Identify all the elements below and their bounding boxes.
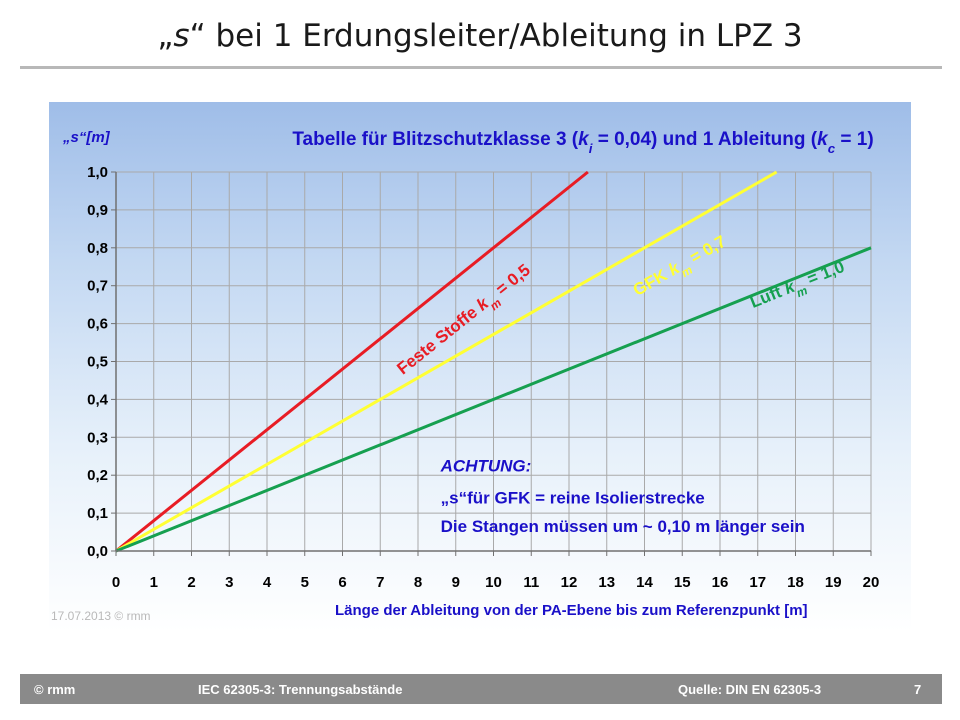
chart-panel: 0,0 0,1 0,2 0,3 0,4 0,5 0,6 0,7 0,8 0,9 1,0 0 1 2 3 4 5 6… xyxy=(49,102,911,632)
x-tick-label: 6 xyxy=(338,574,346,591)
labels: Tabelle für Blitzschutzklasse 3 (ki = 0,… xyxy=(51,129,874,623)
series-line xyxy=(115,170,589,553)
y-tick-label: 0,5 xyxy=(87,354,108,371)
series-label: GFK km = 0,7 xyxy=(630,232,732,305)
y-tick-label: 0,2 xyxy=(87,467,108,484)
y-tick-label: 0,3 xyxy=(87,429,108,446)
x-tick-label: 20 xyxy=(863,574,880,591)
footer-page-number: 7 xyxy=(914,682,922,697)
x-tick-label: 9 xyxy=(452,574,460,591)
chart-title: Tabelle für Blitzschutzklasse 3 (ki = 0,… xyxy=(292,129,873,156)
axes: 0,00,10,20,30,40,50,60,70,80,91,00 1 2 3 4 5 6… xyxy=(87,164,879,591)
slide-title: „s“ bei 1 Erdungsleiter/Ableitung in LPZ… xyxy=(157,18,803,54)
x-tick-label: 14 xyxy=(636,574,653,591)
x-tick-label: 11 xyxy=(523,574,539,591)
x-tick-label: 15 xyxy=(674,574,691,591)
x-tick-label: 13 xyxy=(598,574,615,591)
x-tick-label: 5 xyxy=(301,574,309,591)
annotation-heading: ACHTUNG: xyxy=(440,456,532,475)
x-tick-label: 17 xyxy=(749,574,766,591)
y-tick-label: 1,0 xyxy=(87,164,108,181)
x-tick-label: 7 xyxy=(376,574,384,591)
watermark: 17.07.2013 © rmm xyxy=(51,609,151,623)
x-tick-label: 8 xyxy=(414,574,422,591)
series-lines xyxy=(115,170,872,553)
x-axis-title: Länge der Ableitung von der PA-Ebene bis… xyxy=(335,602,808,619)
series-line xyxy=(115,246,872,553)
y-tick-label: 0,1 xyxy=(87,505,108,522)
y-axis-title: „s“[m] xyxy=(62,129,111,146)
y-tick-label: 0,8 xyxy=(87,240,108,257)
x-tick-label: 18 xyxy=(787,574,804,591)
footer-source: Quelle: DIN EN 62305-3 xyxy=(678,682,822,697)
title-divider xyxy=(20,66,942,69)
x-tick-label: 12 xyxy=(561,574,578,591)
footer-bar: © rmm IEC 62305-3: Trennungsabstände Que… xyxy=(20,674,942,704)
series-label: Luft km = 1,0 xyxy=(747,257,849,317)
y-tick-label: 0,7 xyxy=(87,278,108,295)
footer-copyright: © rmm xyxy=(34,682,76,697)
x-tick-label: 10 xyxy=(485,574,502,591)
x-tick-label: 3 xyxy=(225,574,233,591)
series-line xyxy=(115,170,778,553)
x-tick-label: 0 xyxy=(112,574,120,591)
y-tick-label: 0,6 xyxy=(87,316,108,333)
y-tick-label: 0,4 xyxy=(87,391,109,408)
x-tick-label: 19 xyxy=(825,574,842,591)
x-tick-label: 2 xyxy=(187,574,195,591)
y-tick-label: 0,9 xyxy=(87,202,108,219)
y-tick-label: 0,0 xyxy=(87,543,108,560)
annotation-line: „s“für GFK = reine Isolierstrecke xyxy=(441,489,705,508)
x-tick-label: 1 xyxy=(150,574,158,591)
chart-svg: 0,00,10,20,30,40,50,60,70,80,91,00 1 2 3 4 5 6… xyxy=(51,129,879,623)
annotation-line: Die Stangen müssen um ~ 0,10 m länger se… xyxy=(441,517,805,536)
x-tick-label: 16 xyxy=(712,574,729,591)
x-tick-label: 4 xyxy=(263,574,272,591)
footer-topic: IEC 62305-3: Trennungsabstände xyxy=(198,682,403,697)
